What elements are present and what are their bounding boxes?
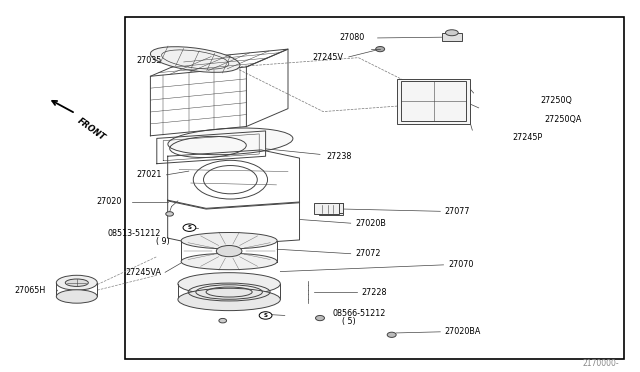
Bar bbox=[401, 81, 466, 121]
Ellipse shape bbox=[56, 275, 97, 290]
Text: 27020B: 27020B bbox=[355, 219, 386, 228]
Text: 27228: 27228 bbox=[362, 288, 387, 297]
Ellipse shape bbox=[150, 47, 240, 72]
Ellipse shape bbox=[445, 30, 458, 36]
Bar bbox=[319, 203, 343, 215]
Ellipse shape bbox=[219, 318, 227, 323]
Ellipse shape bbox=[166, 212, 173, 216]
Text: S: S bbox=[188, 225, 191, 230]
Bar bbox=[442, 33, 462, 41]
Text: 27072: 27072 bbox=[355, 249, 381, 258]
Text: 27021: 27021 bbox=[136, 170, 161, 179]
Text: S: S bbox=[264, 313, 268, 318]
Circle shape bbox=[183, 224, 196, 231]
Bar bbox=[125, 17, 624, 359]
Text: 08566-51212: 08566-51212 bbox=[333, 309, 386, 318]
Bar bbox=[397, 79, 470, 124]
Text: 27250Q: 27250Q bbox=[541, 96, 573, 105]
Text: 27245V: 27245V bbox=[312, 53, 343, 62]
Ellipse shape bbox=[376, 46, 385, 52]
Text: 27077: 27077 bbox=[445, 207, 470, 216]
Text: 27245VA: 27245VA bbox=[125, 268, 161, 277]
Text: ( 5): ( 5) bbox=[342, 317, 356, 326]
Text: 27020: 27020 bbox=[96, 197, 122, 206]
Text: 27020BA: 27020BA bbox=[445, 327, 481, 336]
Ellipse shape bbox=[168, 128, 293, 155]
Ellipse shape bbox=[65, 279, 88, 286]
Ellipse shape bbox=[316, 315, 324, 321]
Ellipse shape bbox=[216, 246, 242, 257]
Ellipse shape bbox=[178, 273, 280, 295]
Text: ( 9): ( 9) bbox=[156, 237, 170, 246]
Ellipse shape bbox=[178, 288, 280, 311]
Text: 27245P: 27245P bbox=[512, 133, 542, 142]
Text: 08513-51212: 08513-51212 bbox=[108, 229, 161, 238]
Text: 27065H: 27065H bbox=[15, 286, 46, 295]
Ellipse shape bbox=[181, 232, 277, 249]
Ellipse shape bbox=[56, 290, 97, 303]
Text: 27080: 27080 bbox=[340, 33, 365, 42]
Text: FRONT: FRONT bbox=[76, 116, 107, 142]
Bar bbox=[314, 203, 339, 214]
Bar bbox=[319, 203, 343, 213]
Text: 27035: 27035 bbox=[136, 56, 162, 65]
Text: 27070: 27070 bbox=[448, 260, 474, 269]
Circle shape bbox=[259, 312, 272, 319]
Ellipse shape bbox=[181, 253, 277, 270]
Text: 27238: 27238 bbox=[326, 152, 352, 161]
Text: 27250QA: 27250QA bbox=[544, 115, 581, 124]
Ellipse shape bbox=[387, 332, 396, 337]
Text: 2170000-: 2170000- bbox=[583, 359, 620, 368]
